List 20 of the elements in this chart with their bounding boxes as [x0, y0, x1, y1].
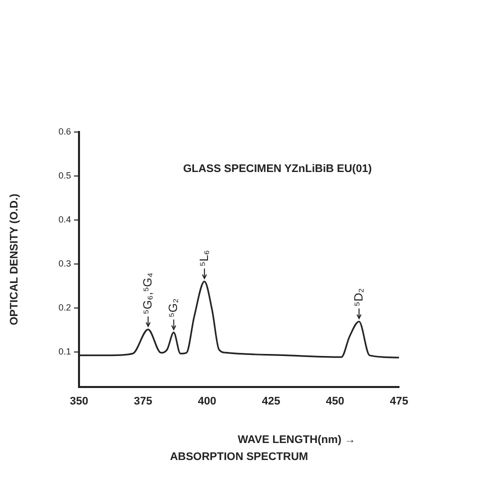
- annotation: ⁵G₂: [166, 298, 180, 318]
- text: ABSORPTION SPECTRUM: [170, 451, 308, 464]
- y-tick-label: 0.1: [58, 346, 71, 356]
- text: GLASS SPECIMEN YZnLiBiB EU(01): [183, 163, 372, 176]
- x-tick-label: 425: [262, 396, 280, 408]
- annotation: ⁵D₂: [351, 288, 366, 306]
- x-tick-label: 400: [198, 396, 216, 408]
- x-tick-label: 475: [390, 396, 408, 408]
- y-tick-label: 0.5: [58, 170, 71, 180]
- annotation: ⁵G₆,⁵G₄: [140, 272, 154, 314]
- y-axis-title: OPTICAL DENSITY (O.D.): [8, 193, 21, 326]
- y-tick-label: 0.2: [58, 302, 71, 312]
- annotation: ⁵L₆: [196, 250, 211, 266]
- x-tick-label: 350: [70, 396, 88, 408]
- y-tick-label: 0.4: [58, 214, 71, 224]
- x-axis-title: WAVE LENGTH(nm) →: [238, 434, 356, 446]
- x-tick-label: 375: [134, 396, 152, 408]
- y-tick-label: 0.6: [58, 126, 71, 136]
- x-tick-label: 450: [326, 396, 344, 408]
- y-tick-label: 0.3: [58, 258, 71, 268]
